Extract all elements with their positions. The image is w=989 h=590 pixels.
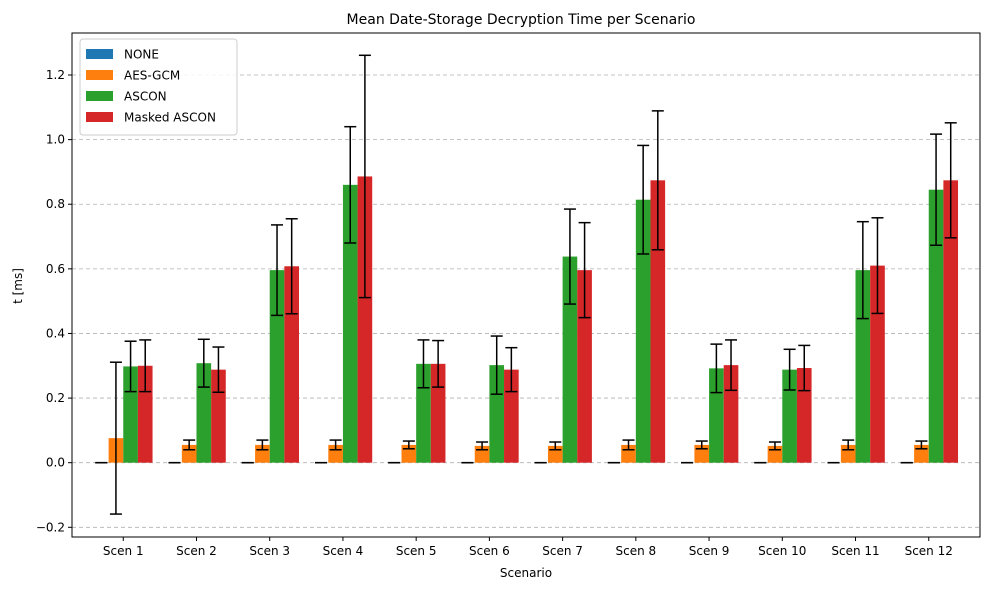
- x-tick-label: Scen 5: [396, 544, 437, 558]
- plot-frame: [71, 32, 981, 538]
- bar: [870, 265, 885, 463]
- x-tick-label: Scen 9: [689, 544, 730, 558]
- bar: [196, 363, 212, 463]
- bar: [269, 270, 285, 463]
- y-tick-label: 0.8: [46, 197, 65, 211]
- y-axis-label: t [ms]: [11, 268, 25, 304]
- bars: [108, 176, 959, 463]
- bar: [284, 266, 299, 463]
- bar: [928, 189, 944, 463]
- x-tick-label: Scen 7: [542, 544, 583, 558]
- x-tick-label: Scen 6: [469, 544, 510, 558]
- legend-label: NONE: [124, 48, 159, 62]
- y-axis: −0.2 0.0 0.2 0.4 0.6 0.8 1.0 1.2: [36, 68, 72, 534]
- bar: [416, 363, 431, 463]
- x-tick-label: Scen 10: [758, 544, 806, 558]
- y-tick-label: 0.2: [46, 391, 65, 405]
- legend-label: AES-GCM: [124, 69, 180, 83]
- legend-swatch: [86, 112, 113, 122]
- legend-box: [79, 38, 238, 136]
- y-tick-label: −0.2: [36, 520, 65, 534]
- x-tick-label: Scen 4: [323, 544, 364, 558]
- legend-swatch: [86, 70, 113, 80]
- legend: NONE AES-GCM ASCON Masked ASCON: [79, 38, 238, 136]
- x-tick-label: Scen 2: [176, 544, 217, 558]
- x-axis-label: Scenario: [500, 566, 552, 580]
- bar: [357, 176, 373, 463]
- bar: [137, 365, 153, 463]
- chart-title: Mean Date-Storage Decryption Time per Sc…: [347, 12, 696, 28]
- bar: [562, 256, 578, 463]
- bar: [943, 180, 959, 463]
- bar: [504, 369, 519, 463]
- bar: [489, 365, 505, 463]
- x-tick-label: Scen 12: [905, 544, 953, 558]
- bar: [796, 368, 812, 463]
- bar: [123, 366, 138, 463]
- x-tick-label: Scen 3: [249, 544, 290, 558]
- legend-label: Masked ASCON: [124, 111, 216, 125]
- x-tick-label: Scen 8: [616, 544, 657, 558]
- y-tick-label: 1.0: [46, 133, 65, 147]
- x-tick-label: Scen 11: [831, 544, 879, 558]
- legend-swatch: [86, 91, 113, 101]
- x-axis: Scen 1 Scen 2 Scen 3 Scen 4 Scen 5 Scen 6 Scen…: [103, 537, 953, 558]
- bar: [650, 180, 666, 463]
- bar: [782, 369, 797, 463]
- y-tick-label: 0.0: [46, 456, 65, 470]
- bar: [723, 365, 739, 463]
- y-tick-label: 0.4: [46, 326, 65, 340]
- bar: [342, 184, 358, 463]
- error-bars: [95, 54, 957, 515]
- x-tick-label: Scen 1: [103, 544, 144, 558]
- bar: [430, 363, 446, 463]
- y-tick-label: 1.2: [46, 68, 65, 82]
- bar: [635, 199, 651, 463]
- legend-swatch: [86, 49, 113, 59]
- y-tick-label: 0.6: [46, 262, 65, 276]
- legend-label: ASCON: [124, 90, 167, 104]
